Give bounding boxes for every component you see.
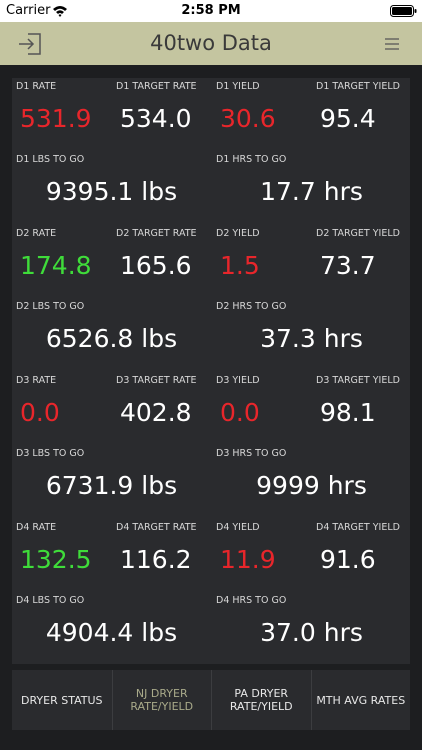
metric-value: 91.6 xyxy=(320,545,376,574)
metric-label: D2 TARGET YIELD xyxy=(316,228,400,239)
nav-bar: 40two Data xyxy=(0,22,422,65)
tab-button[interactable]: PA DRYER RATE/YIELD xyxy=(211,670,311,730)
metric-label: D4 RATE xyxy=(16,522,57,533)
total-label: D4 LBS TO GO xyxy=(16,595,85,606)
metric-label: D3 TARGET YIELD xyxy=(316,375,400,386)
metric-value: 174.8 xyxy=(20,251,92,280)
metric-value: 165.6 xyxy=(120,251,192,280)
battery-icon xyxy=(390,5,417,17)
metric-value: 132.5 xyxy=(20,545,92,574)
total-value: 6526.8 lbs xyxy=(45,324,178,353)
metric-value: 1.5 xyxy=(220,251,260,280)
tab-label: RATE/YIELD xyxy=(229,700,293,713)
clock: 2:58 PM xyxy=(181,3,241,18)
total-value: 9395.1 lbs xyxy=(45,177,178,206)
tab-label: PA DRYER xyxy=(234,687,289,700)
metric-value: 531.9 xyxy=(20,104,92,133)
tab-label: DRYER STATUS xyxy=(21,693,103,707)
total-value: 17.7 hrs xyxy=(260,177,363,206)
total-value: 9999 hrs xyxy=(256,471,367,500)
metric-label: D1 RATE xyxy=(16,81,57,92)
metric-value: 402.8 xyxy=(120,398,192,427)
total-label: D2 HRS TO GO xyxy=(216,301,287,312)
total-label: D1 HRS TO GO xyxy=(216,154,287,165)
metric-label: D1 TARGET YIELD xyxy=(316,81,400,92)
total-label: D1 LBS TO GO xyxy=(16,154,85,165)
data-panel: D1 RATE 531.9 D1 TARGET RATE 534.0 D1 YIELD 3… xyxy=(12,78,410,664)
metric-value: 98.1 xyxy=(320,398,376,427)
tab-button[interactable]: NJ DRYER RATE/YIELD xyxy=(111,670,212,730)
total-value: 37.0 hrs xyxy=(260,618,363,647)
metric-label: D4 YIELD xyxy=(216,522,260,533)
metric-value: 30.6 xyxy=(220,104,276,133)
carrier: Carrier xyxy=(6,3,51,18)
metric-label: D4 TARGET RATE xyxy=(116,522,197,533)
total-value: 37.3 hrs xyxy=(260,324,363,353)
metric-label: D1 YIELD xyxy=(216,81,260,92)
total-value: 4904.4 lbs xyxy=(45,618,178,647)
metric-label: D4 TARGET YIELD xyxy=(316,522,400,533)
metric-value: 11.9 xyxy=(220,545,276,574)
tab-button[interactable]: DRYER STATUS xyxy=(12,670,112,730)
tab-label: MTH AVG RATES xyxy=(316,693,406,707)
metric-value: 95.4 xyxy=(320,104,376,133)
total-label: D3 HRS TO GO xyxy=(216,448,287,459)
metric-value: 534.0 xyxy=(120,104,192,133)
metric-label: D3 RATE xyxy=(16,375,57,386)
metric-label: D2 RATE xyxy=(16,228,57,239)
metric-label: D2 TARGET RATE xyxy=(116,228,197,239)
metric-value: 116.2 xyxy=(120,545,192,574)
tab-button[interactable]: MTH AVG RATES xyxy=(310,670,411,730)
metric-value: 0.0 xyxy=(20,398,60,427)
total-value: 6731.9 lbs xyxy=(45,471,178,500)
metric-label: D1 TARGET RATE xyxy=(116,81,197,92)
status-bar: Carrier 2:58 PM xyxy=(0,0,422,22)
tab-label: NJ DRYER xyxy=(135,687,188,700)
metric-label: D2 YIELD xyxy=(216,228,260,239)
metric-value: 0.0 xyxy=(220,398,260,427)
total-label: D3 LBS TO GO xyxy=(16,448,85,459)
metric-label: D3 YIELD xyxy=(216,375,260,386)
total-label: D2 LBS TO GO xyxy=(16,301,85,312)
screen-title: 40two Data xyxy=(150,31,272,55)
metric-label: D3 TARGET RATE xyxy=(116,375,197,386)
metric-value: 73.7 xyxy=(320,251,376,280)
total-label: D4 HRS TO GO xyxy=(216,595,287,606)
tab-bar: DRYER STATUS NJ DRYER RATE/YIELD PA DRYER RA… xyxy=(12,670,410,730)
wifi-icon xyxy=(53,6,67,17)
tab-label: RATE/YIELD xyxy=(130,700,194,713)
logout-button[interactable] xyxy=(18,32,44,56)
menu-button[interactable] xyxy=(384,37,400,51)
